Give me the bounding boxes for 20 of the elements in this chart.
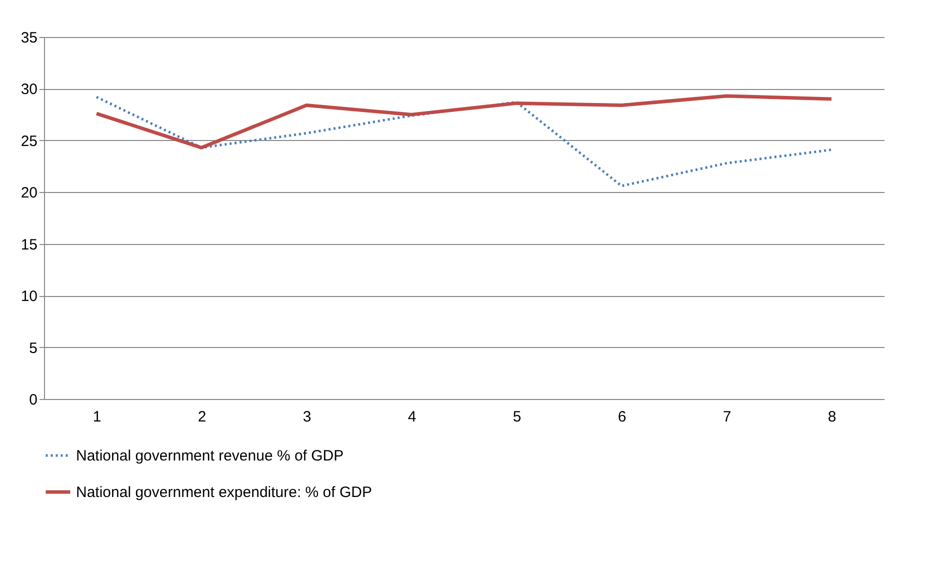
- y-tick-label: 0: [29, 392, 38, 408]
- legend-label: National government expenditure: % of GDP: [76, 484, 372, 501]
- line-series: [95, 96, 833, 188]
- x-tick-label: 6: [618, 408, 626, 426]
- x-tick-label: 8: [828, 408, 836, 426]
- legend-label: National government revenue % of GDP: [76, 448, 344, 464]
- y-tick-label: 35: [20, 30, 38, 46]
- x-tick-label: 2: [198, 408, 206, 426]
- y-tick-label: 30: [20, 81, 38, 98]
- x-tick-label: 4: [408, 408, 416, 426]
- x-tick-label: 3: [302, 408, 312, 426]
- y-tick-label: 15: [20, 236, 38, 254]
- y-tick-label: 20: [20, 184, 38, 202]
- line-series: [94, 94, 834, 150]
- x-tick-label: 7: [722, 408, 732, 426]
- y-tick-label: 10: [20, 288, 38, 306]
- x-tick-label: 1: [92, 408, 102, 426]
- y-tick-label: 5: [29, 340, 38, 357]
- y-tick-label: 25: [20, 132, 38, 150]
- x-tick-label: 5: [512, 408, 522, 426]
